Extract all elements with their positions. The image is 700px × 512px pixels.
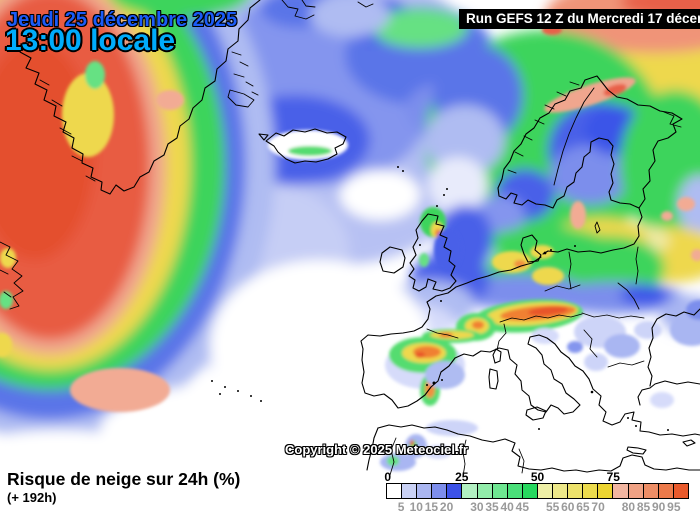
legend-segment-0-5: [387, 484, 403, 498]
island-dots: [211, 166, 669, 431]
legend-segment-65-70: [583, 484, 599, 498]
map-coastlines: [0, 0, 700, 477]
legend-segment-60-65: [568, 484, 584, 498]
legend-segment-35-40: [492, 484, 508, 498]
legend-minor-tick-70: 70: [591, 500, 605, 512]
legend-segment-20-25: [447, 484, 463, 498]
legend-segment-30-35: [477, 484, 493, 498]
legend-minor-tick-40: 40: [500, 500, 514, 512]
legend-minor-tick-10: 10: [409, 500, 423, 512]
run-info-bar: Run GEFS 12 Z du Mercredi 17 décembre: [459, 9, 700, 29]
map-title: Risque de neige sur 24h (%): [7, 469, 241, 489]
legend-segment-95-100: [673, 484, 688, 498]
legend-segment-90-95: [658, 484, 674, 498]
legend-segment-55-60: [553, 484, 569, 498]
legend-segment-85-90: [643, 484, 659, 498]
legend-segment-50-55: [537, 484, 554, 498]
legend-minor-tick-55: 55: [545, 500, 560, 512]
legend-minor-tick-20: 20: [439, 500, 454, 512]
map-detail-field: [0, 25, 700, 471]
legend-minor-tick-65: 65: [576, 500, 590, 512]
lead-time-label: (+ 192h): [7, 490, 57, 505]
legend-minor-tick-35: 35: [485, 500, 499, 512]
valid-date-label: Jeudi 25 décembre 2025: [7, 9, 238, 31]
legend-major-tick-25: 25: [455, 470, 469, 484]
legend-minor-tick-80: 80: [621, 500, 636, 512]
legend-major-tick-0: 0: [384, 470, 392, 484]
legend-segment-25-30: [462, 484, 478, 498]
legend-minor-tick-5: 5: [397, 500, 405, 512]
legend-minor-tick-90: 90: [652, 500, 666, 512]
legend-segment-80-85: [628, 484, 644, 498]
legend-minor-tick-60: 60: [561, 500, 575, 512]
legend-segment-15-20: [432, 484, 448, 498]
legend-segment-5-10: [402, 484, 418, 498]
legend-minor-tick-30: 30: [470, 500, 484, 512]
legend-top-labels: 0 25 50 75: [384, 470, 689, 484]
legend-segment-40-45: [507, 484, 523, 498]
legend-bottom-labels: 5 10 15 20 30 35 40 45 55 60 65 70 80 85 90 95: [386, 500, 689, 512]
legend-minor-tick-95: 95: [667, 500, 681, 512]
legend-major-tick-50: 50: [530, 470, 545, 484]
legend-segment-75-80: [613, 484, 629, 498]
legend-minor-tick-15: 15: [424, 500, 439, 512]
legend-minor-tick-45: 45: [515, 500, 530, 512]
legend-segment-70-75: [598, 484, 614, 498]
valid-time-label: 13:00 locale: [5, 24, 176, 57]
legend-bar: [386, 483, 689, 499]
legend-minor-tick-85: 85: [636, 500, 651, 512]
copyright-label: Copyright © 2025 Meteociel.fr: [285, 442, 468, 457]
legend-segment-10-15: [417, 484, 433, 498]
legend-segment-45-50: [522, 484, 538, 498]
legend-major-tick-75: 75: [606, 470, 620, 484]
